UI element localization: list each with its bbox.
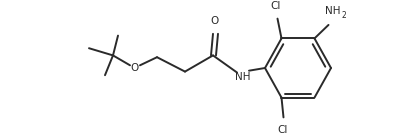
- Text: O: O: [210, 16, 219, 26]
- Text: O: O: [130, 63, 139, 73]
- Text: Cl: Cl: [270, 1, 280, 10]
- Text: NH: NH: [234, 72, 250, 82]
- Text: Cl: Cl: [277, 126, 287, 135]
- Text: NH: NH: [324, 6, 339, 16]
- Text: 2: 2: [340, 10, 345, 20]
